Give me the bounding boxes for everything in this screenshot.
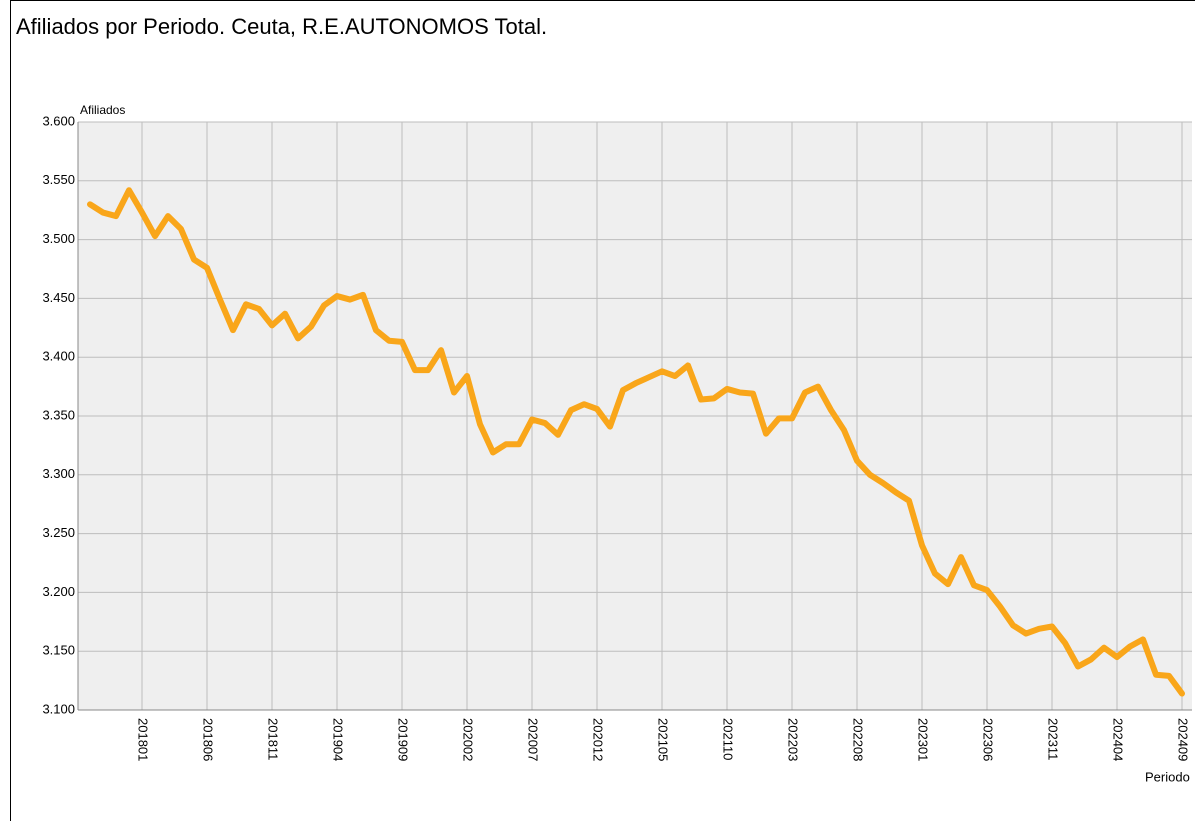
x-tick-label: 202105 (656, 718, 671, 761)
x-tick-label: 202002 (461, 718, 476, 761)
x-tick-label: 201801 (136, 718, 151, 761)
x-tick-label: 201904 (331, 718, 346, 761)
y-tick-label: 3.300 (42, 466, 75, 481)
x-tick-label: 202404 (1111, 718, 1126, 761)
x-tick-label: 202007 (526, 718, 541, 761)
y-tick-label: 3.600 (42, 113, 75, 128)
y-tick-label: 3.400 (42, 349, 75, 364)
y-tick-label: 3.100 (42, 701, 75, 716)
x-tick-label: 202306 (981, 718, 996, 761)
x-tick-label: 201811 (266, 718, 281, 760)
y-tick-label: 3.200 (42, 584, 75, 599)
y-tick-label: 3.250 (42, 525, 75, 540)
x-tick-label: 202208 (851, 718, 866, 761)
x-tick-label: 202110 (721, 718, 736, 760)
x-axis-label: Periodo (1145, 769, 1190, 784)
y-tick-label: 3.500 (42, 231, 75, 246)
y-axis-label: Afiliados (80, 103, 125, 117)
data-line (87, 187, 1185, 697)
frame (10, 0, 1195, 821)
x-tick-label: 202311 (1046, 718, 1061, 760)
x-tick-label: 201909 (396, 718, 411, 761)
chart-title: Afiliados por Periodo. Ceuta, R.E.AUTONO… (16, 14, 547, 39)
y-tick-label: 3.550 (42, 172, 75, 187)
x-tick-label: 202012 (591, 718, 606, 761)
y-tick-label: 3.350 (42, 407, 75, 422)
x-tick-label: 201806 (201, 718, 216, 761)
y-tick-label: 3.450 (42, 290, 75, 305)
y-tick-label: 3.150 (42, 643, 75, 658)
x-tick-label: 202409 (1176, 718, 1191, 761)
x-tick-label: 202301 (916, 718, 931, 761)
x-tick-label: 202203 (786, 718, 801, 761)
